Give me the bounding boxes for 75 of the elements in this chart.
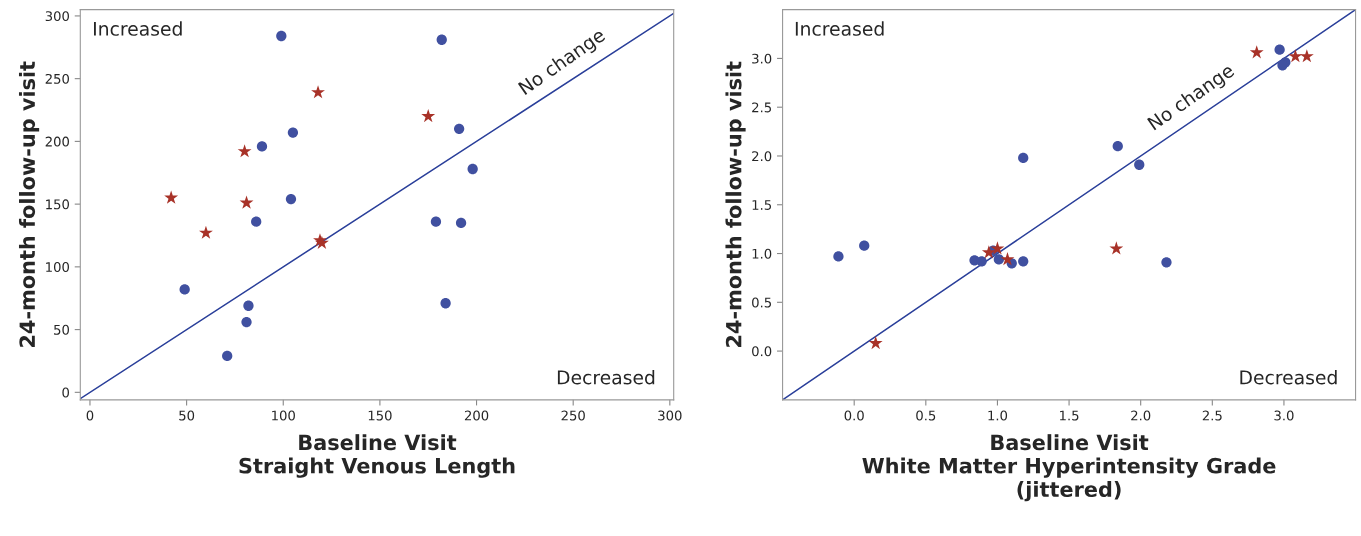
point	[976, 256, 987, 267]
point	[1112, 141, 1123, 152]
point	[436, 34, 447, 45]
x-tick-label: 300	[658, 410, 682, 421]
y-tick-label: 1.0	[752, 248, 772, 259]
annotation: Decreased	[557, 370, 655, 385]
y-tick-label: 0	[62, 387, 70, 398]
point	[1109, 241, 1124, 255]
point	[243, 300, 254, 311]
x-tick-label: 150	[368, 410, 392, 421]
x-tick-label: 250	[561, 410, 585, 421]
x-axis-title: Baseline Visit Straight Venous Length	[239, 434, 515, 478]
point	[237, 144, 252, 158]
annotation: Increased	[795, 21, 884, 36]
y-tick-label: 0.0	[752, 346, 772, 357]
x-tick-label: 0	[86, 410, 94, 421]
point	[467, 163, 478, 175]
x-tick-label: 200	[464, 410, 489, 421]
y-tick-label: 100	[46, 262, 70, 273]
x-tick-label: 1.5	[1060, 410, 1079, 421]
x-tick-label: 100	[272, 410, 295, 421]
x-tick-label: 3.0	[1274, 410, 1294, 421]
point	[430, 216, 442, 227]
y-tick-label: 150	[46, 199, 70, 210]
point	[179, 284, 190, 295]
y-tick-label: 2.0	[752, 151, 772, 162]
y-axis-title: 24-month follow-up visit	[725, 61, 746, 347]
y-tick-label: 3.0	[752, 53, 772, 64]
point	[241, 316, 252, 328]
point	[222, 350, 233, 362]
y-tick-label: 200	[45, 136, 70, 147]
y-tick-label: 250	[45, 73, 70, 84]
annotation: Increased	[94, 21, 182, 36]
point	[1288, 49, 1303, 63]
point	[859, 240, 870, 251]
x-tick-label: 0.0	[844, 410, 864, 421]
point	[1134, 159, 1145, 170]
point	[285, 193, 297, 205]
x-tick-label: 2.0	[1131, 410, 1151, 421]
point	[1000, 252, 1015, 266]
point	[199, 225, 213, 239]
x-axis-title: Baseline Visit White Matter Hyperintensity Grade (jittered)	[862, 434, 1276, 502]
point	[453, 123, 465, 134]
point	[868, 335, 883, 350]
point	[1249, 45, 1264, 59]
point	[990, 241, 1005, 255]
x-tick-label: 0.5	[916, 410, 936, 421]
point	[1161, 257, 1172, 268]
point	[833, 251, 844, 262]
point	[993, 254, 1005, 265]
x-tick-label: 1.0	[988, 410, 1008, 421]
point	[311, 85, 325, 99]
x-tick-label: 50	[179, 410, 195, 421]
y-tick-label: 50	[54, 324, 70, 335]
y-tick-label: 0.5	[752, 297, 772, 308]
point	[455, 217, 467, 229]
point	[251, 216, 262, 227]
point	[287, 127, 299, 138]
point	[1018, 152, 1029, 164]
y-tick-label: 2.5	[752, 102, 772, 113]
y-tick-label: 1.5	[752, 200, 772, 210]
point	[1299, 49, 1314, 63]
x-tick-label: 2.5	[1202, 410, 1222, 421]
point	[981, 245, 996, 259]
point	[239, 195, 254, 209]
point	[1018, 256, 1029, 267]
y-tick-label: 300	[45, 11, 70, 22]
point	[421, 109, 436, 123]
point	[256, 141, 268, 152]
y-axis-title: 24-month follow-up visit	[18, 61, 40, 347]
point	[276, 30, 287, 42]
point	[164, 190, 179, 204]
point	[1274, 44, 1285, 55]
point	[440, 298, 451, 309]
annotation: Decreased	[1240, 370, 1337, 385]
